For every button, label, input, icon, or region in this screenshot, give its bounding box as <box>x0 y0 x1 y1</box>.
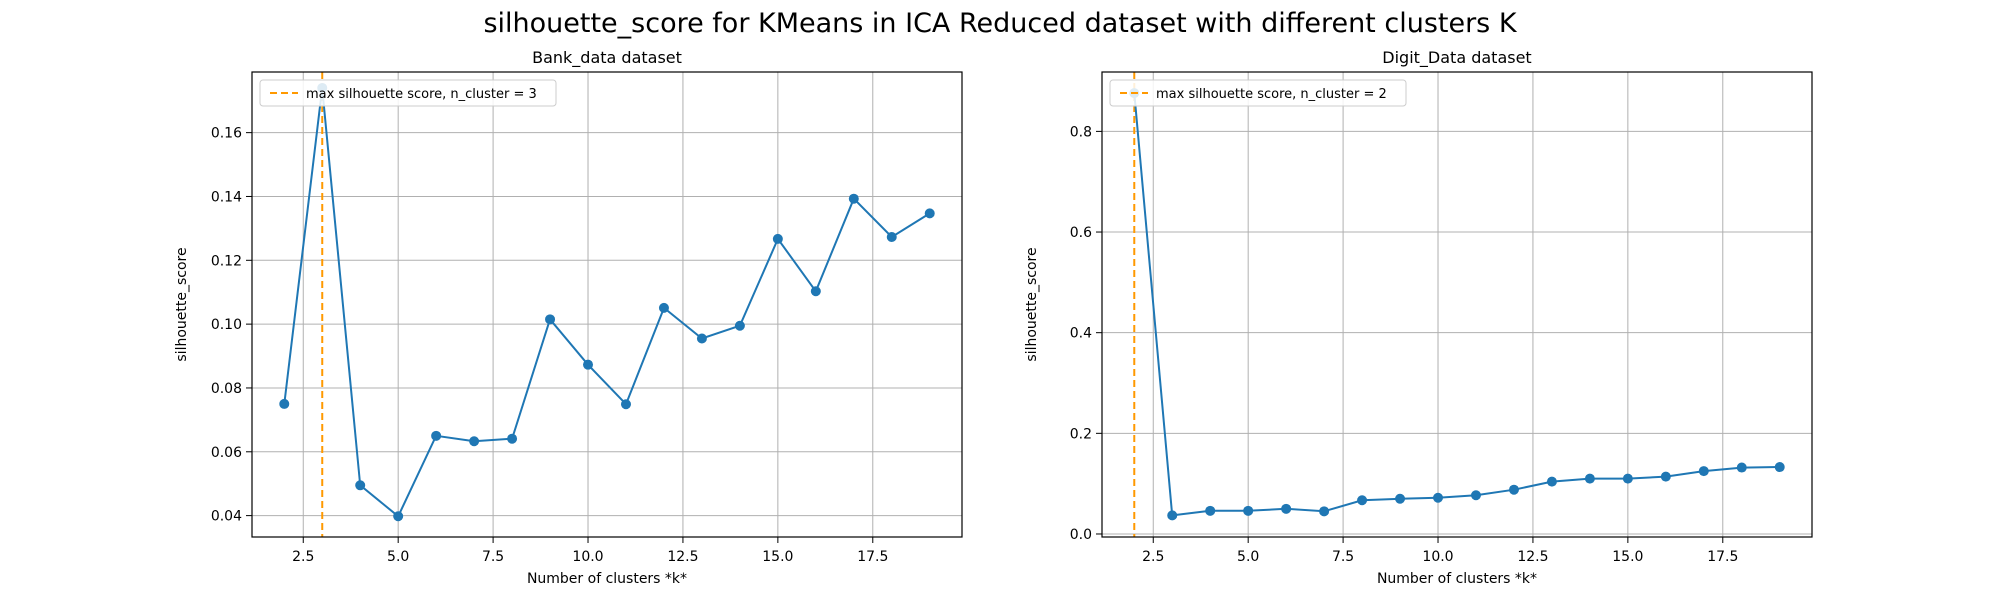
legend-box <box>259 79 557 107</box>
y-tick-label: 0.12 <box>211 253 242 269</box>
data-point <box>431 430 442 441</box>
data-point <box>772 233 783 244</box>
y-tick-label: 0.8 <box>1070 124 1092 140</box>
y-axis-label: silhouette_score <box>174 247 190 361</box>
data-point <box>1774 462 1785 473</box>
data-point <box>658 302 669 313</box>
chart-panel-digit: 2.5 5.0 7.5 10.0 12.5 15.0 17.5 0.0 0.2 0.4 0.6 0.8… <box>1024 48 1813 587</box>
data-point <box>620 399 631 410</box>
y-tick-label: 0.16 <box>211 126 242 142</box>
data-point <box>1395 493 1406 504</box>
x-tick-label: 15.0 <box>762 549 793 565</box>
x-tick-label: 10.0 <box>1422 549 1453 565</box>
x-tick-label: 5.0 <box>1237 549 1259 565</box>
x-tick-label: 2.5 <box>1142 549 1164 565</box>
x-axis-label: Number of clusters *k* <box>527 571 687 587</box>
series-line <box>1133 93 1780 517</box>
x-tick-label: 15.0 <box>1612 549 1643 565</box>
data-point <box>545 314 556 325</box>
y-tick-label: 0.06 <box>211 445 242 461</box>
chart-title: Digit_Data dataset <box>1382 48 1531 68</box>
series-line <box>283 87 931 518</box>
x-tick-label: 7.5 <box>482 549 504 565</box>
y-tick-label: 0.04 <box>211 509 242 525</box>
y-axis-label: silhouette_score <box>1024 247 1040 361</box>
legend: max silhouette score, n_cluster = 3 <box>259 79 557 107</box>
data-point <box>1243 505 1254 516</box>
x-tick-label: 17.5 <box>857 549 888 565</box>
figure-title: silhouette_score for KMeans in ICA Reduc… <box>483 8 1517 39</box>
x-tick-label: 2.5 <box>292 549 314 565</box>
y-tick-label: 0.0 <box>1070 527 1092 543</box>
data-point <box>1319 506 1330 517</box>
x-tick-label: 12.5 <box>1517 549 1548 565</box>
data-point <box>1470 490 1481 501</box>
data-point <box>1167 510 1178 521</box>
y-tick-label: 0.10 <box>211 317 242 333</box>
data-point <box>1736 462 1747 473</box>
data-point <box>393 511 404 522</box>
data-point <box>583 359 594 370</box>
data-point <box>1357 495 1368 506</box>
data-point <box>1698 466 1709 477</box>
axes-frame <box>251 71 963 538</box>
data-point <box>886 232 897 242</box>
data-point <box>1660 471 1671 482</box>
x-axis-label: Number of clusters *k* <box>1377 571 1537 587</box>
data-point <box>924 208 935 219</box>
data-point <box>1508 484 1519 495</box>
data-point <box>1584 473 1595 484</box>
data-point <box>810 286 821 297</box>
data-point <box>1281 503 1292 514</box>
y-tick-label: 0.6 <box>1070 225 1092 241</box>
data-point <box>1622 473 1633 484</box>
chart-title: Bank_data dataset <box>532 48 682 68</box>
x-tick-label: 12.5 <box>667 549 698 565</box>
data-point <box>696 333 707 344</box>
data-point <box>355 480 366 491</box>
y-tick-label: 0.14 <box>211 189 242 205</box>
data-point <box>469 436 480 447</box>
chart-panel-bank: 2.5 5.0 7.5 10.0 12.5 15.0 17.5 0.04 0.06 0.08 0.1… <box>174 48 963 587</box>
y-tick-label: 0.2 <box>1070 426 1092 442</box>
data-point <box>1546 476 1557 487</box>
legend-label: max silhouette score, n_cluster = 3 <box>306 87 537 102</box>
y-tick-label: 0.08 <box>211 381 242 397</box>
data-point <box>1205 505 1216 516</box>
legend-box <box>1109 79 1407 107</box>
x-tick-label: 5.0 <box>387 549 409 565</box>
y-tick-label: 0.4 <box>1070 326 1092 342</box>
legend-label: max silhouette score, n_cluster = 2 <box>1156 87 1387 102</box>
data-point <box>507 433 518 444</box>
data-point <box>1433 492 1444 503</box>
data-point <box>279 398 290 409</box>
x-tick-label: 7.5 <box>1332 549 1354 565</box>
legend: max silhouette score, n_cluster = 2 <box>1109 79 1407 107</box>
axes-frame <box>1101 71 1813 538</box>
x-tick-label: 10.0 <box>572 549 603 565</box>
x-tick-label: 17.5 <box>1707 549 1738 565</box>
data-point <box>734 320 745 331</box>
data-point <box>848 193 859 204</box>
